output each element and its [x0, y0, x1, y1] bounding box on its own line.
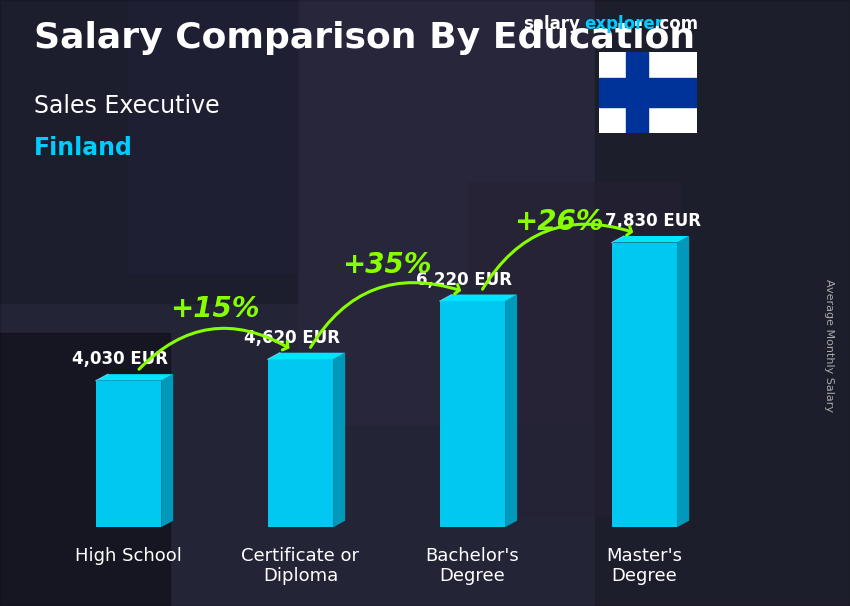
- Text: +35%: +35%: [342, 251, 431, 279]
- Bar: [599, 78, 697, 107]
- Bar: [96, 381, 162, 527]
- Polygon shape: [612, 236, 689, 242]
- Polygon shape: [333, 353, 345, 527]
- Bar: [626, 52, 648, 133]
- Text: Average Monthly Salary: Average Monthly Salary: [824, 279, 834, 412]
- Text: +15%: +15%: [170, 295, 259, 322]
- Bar: [595, 0, 850, 606]
- Text: Finland: Finland: [34, 136, 133, 161]
- Bar: [439, 301, 505, 527]
- Bar: [0, 0, 298, 303]
- Text: Salary Comparison By Education: Salary Comparison By Education: [34, 21, 695, 55]
- Text: 4,030 EUR: 4,030 EUR: [72, 350, 168, 368]
- Text: salary: salary: [523, 15, 580, 33]
- Bar: [612, 242, 677, 527]
- Bar: [268, 359, 333, 527]
- Text: .com: .com: [654, 15, 699, 33]
- Bar: [0, 333, 170, 606]
- Polygon shape: [268, 353, 345, 359]
- Polygon shape: [439, 295, 517, 301]
- Polygon shape: [162, 374, 173, 527]
- Text: explorer: explorer: [584, 15, 663, 33]
- Bar: [128, 0, 298, 273]
- Text: 7,830 EUR: 7,830 EUR: [605, 212, 701, 230]
- Polygon shape: [677, 236, 689, 527]
- Text: Sales Executive: Sales Executive: [34, 94, 219, 118]
- Text: 4,620 EUR: 4,620 EUR: [244, 329, 340, 347]
- Polygon shape: [96, 374, 173, 381]
- Bar: [468, 182, 680, 515]
- Polygon shape: [505, 295, 517, 527]
- Text: 6,220 EUR: 6,220 EUR: [416, 271, 512, 288]
- Bar: [298, 0, 595, 424]
- Text: +26%: +26%: [513, 208, 604, 236]
